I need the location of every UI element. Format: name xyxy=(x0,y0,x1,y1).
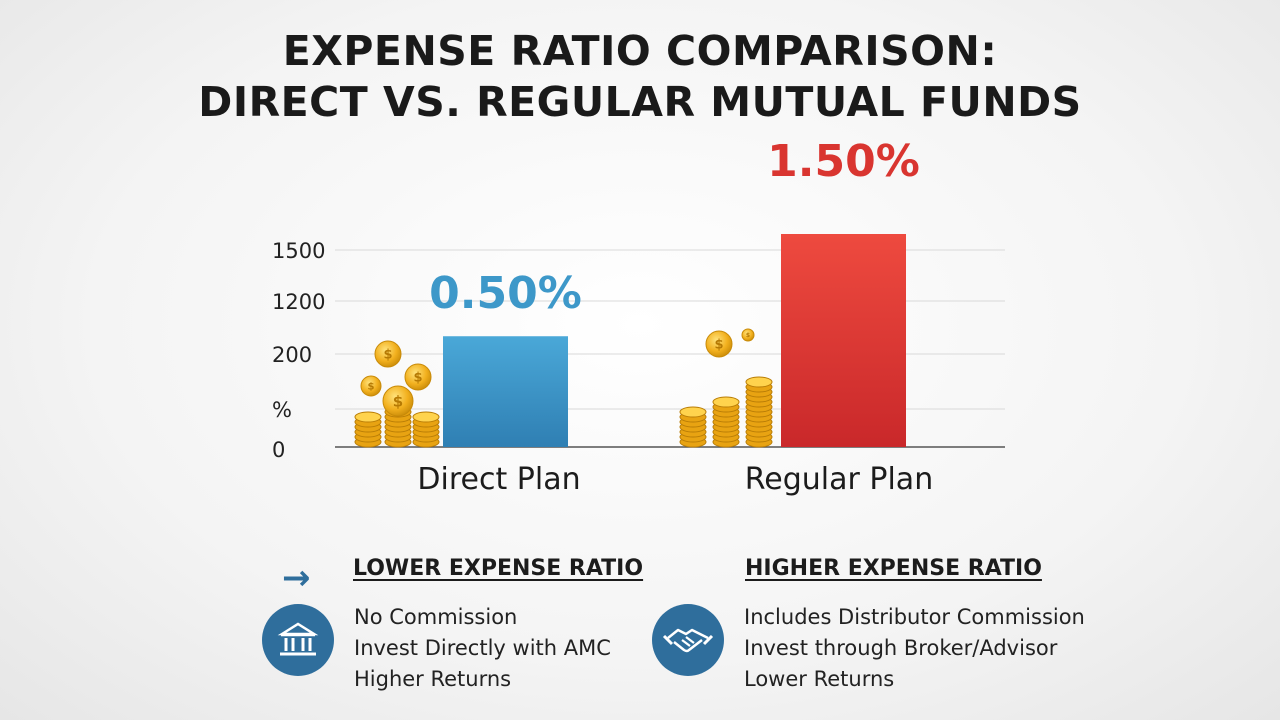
left-line-1: No Commission xyxy=(354,605,518,629)
coin-symbol: $ xyxy=(393,392,403,410)
right-line-3: Lower Returns xyxy=(744,667,895,691)
x-axis-labels: Direct Plan Regular Plan xyxy=(417,462,933,497)
coin-stack-right-icon: $$ xyxy=(679,328,773,448)
right-line-1: Includes Distributor Commission xyxy=(744,605,1085,629)
bar-regular-plan xyxy=(781,234,906,447)
left-lines: No Commission Invest Directly with AMC H… xyxy=(354,602,611,695)
coin xyxy=(412,411,440,423)
left-line-3: Higher Returns xyxy=(354,667,512,691)
coin xyxy=(360,375,382,397)
left-heading: LOWER EXPENSE RATIO xyxy=(353,556,644,581)
title-line-2: DIRECT VS. REGULAR MUTUAL FUNDS xyxy=(198,78,1082,126)
coin xyxy=(382,385,414,417)
coin-stack-left-icon: $ $ $ $ xyxy=(354,340,440,448)
category-label-direct: Direct Plan xyxy=(417,462,580,497)
left-line-2: Invest Directly with AMC xyxy=(354,636,611,660)
chart-title: EXPENSE RATIO COMPARISON: DIRECT VS. REG… xyxy=(0,26,1280,128)
right-line-2: Invest through Broker/Advisor xyxy=(744,636,1058,660)
y-tick-label: 1200 xyxy=(272,290,325,314)
right-lines: Includes Distributor Commission Invest t… xyxy=(744,602,1085,695)
coin-symbol: $ xyxy=(413,371,422,386)
handshake-icon xyxy=(652,604,724,676)
y-axis-ticks: 1500 1200 200% 0 xyxy=(272,239,325,462)
y-tick-label: 200 xyxy=(272,343,312,367)
coin xyxy=(705,330,733,358)
right-heading: HIGHER EXPENSE RATIO xyxy=(745,556,1042,581)
value-label-direct: 0.50% xyxy=(429,268,582,319)
coin-symbol: $ xyxy=(383,348,392,363)
bars: 0.50% 1.50% xyxy=(429,136,920,447)
y-tick-label: 1500 xyxy=(272,239,325,263)
arrow-right-icon: → xyxy=(282,558,311,598)
title-line-1: EXPENSE RATIO COMPARISON: xyxy=(282,27,998,75)
category-label-regular: Regular Plan xyxy=(745,462,933,497)
coin xyxy=(741,328,755,342)
coin xyxy=(354,411,382,423)
coin xyxy=(374,340,402,368)
y-tick-label: % xyxy=(272,398,292,422)
coin-symbol: $ xyxy=(746,332,750,339)
value-label-regular: 1.50% xyxy=(767,136,920,187)
coin xyxy=(745,376,773,388)
bar-direct-plan xyxy=(443,336,568,447)
bank-icon xyxy=(262,604,334,676)
y-tick-label: 0 xyxy=(272,438,285,462)
coin xyxy=(712,396,740,408)
coin-symbol: $ xyxy=(368,382,375,393)
coin xyxy=(404,363,432,391)
coin xyxy=(679,406,707,418)
coin-symbol: $ xyxy=(714,338,723,353)
